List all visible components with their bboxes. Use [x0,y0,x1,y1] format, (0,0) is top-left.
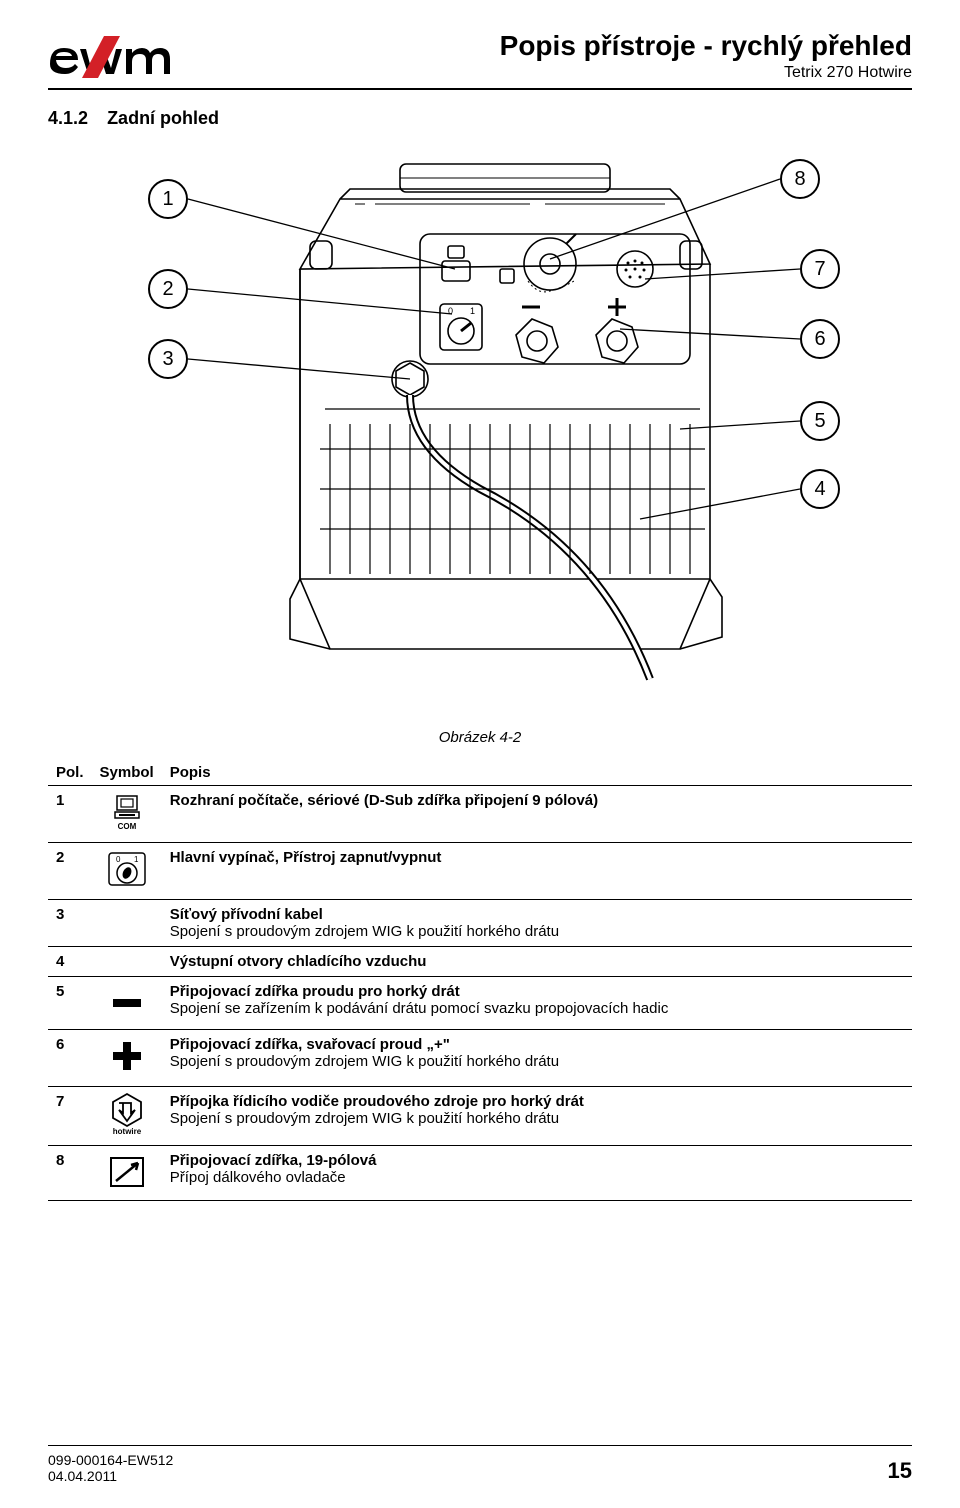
plus-icon [103,1036,151,1076]
section-number: 4.1.2 [48,108,88,128]
th-pol: Pol. [48,760,92,786]
page-header: Popis přístroje - rychlý přehled Tetrix … [48,30,912,90]
page-title: Popis přístroje - rychlý přehled [500,30,912,62]
th-popis: Popis [162,760,912,786]
svg-text:hotwire: hotwire [112,1127,141,1135]
minus-icon [103,983,151,1023]
com-icon: COM [103,792,151,832]
table-row: 6 Připojovací zdířka, svařovací proud „+… [48,1030,912,1087]
table-row: 5 Připojovací zdířka proudu pro horký dr… [48,977,912,1030]
table-row: 3 Síťový přívodní kabel Spojení s proudo… [48,900,912,947]
page-subtitle: Tetrix 270 Hotwire [500,64,912,82]
ewm-logo [48,34,178,80]
hotwire-icon: hotwire [103,1093,151,1133]
switch-icon: 0 1 [103,849,151,889]
doc-date: 04.04.2011 [48,1468,173,1484]
legend-table: Pol. Symbol Popis 1 COM [48,760,912,1201]
svg-text:0: 0 [448,306,453,316]
remote-icon [103,1152,151,1192]
table-row: 1 COM Rozhraní počítače, sériové (D-Sub … [48,786,912,843]
svg-text:1: 1 [134,855,139,864]
svg-text:1: 1 [470,306,475,316]
device-diagram: 1 2 3 8 7 6 5 4 [80,139,880,719]
device-illustration: 0 1 [270,149,730,709]
page-footer: 099-000164-EW512 04.04.2011 15 [48,1445,912,1484]
table-row: 2 0 1 Hlavní vypínač, Přístroj zapnut/vy… [48,843,912,900]
section-heading: 4.1.2 Zadní pohled [48,108,912,129]
svg-text:0: 0 [116,855,121,864]
table-row: 7 hotwire Přípojka řídicího vodiče proud… [48,1087,912,1146]
page-number: 15 [888,1458,912,1484]
doc-number: 099-000164-EW512 [48,1452,173,1468]
th-symbol: Symbol [92,760,162,786]
table-row: 8 Připojovací zdířka, 19-pólová Přípoj d… [48,1146,912,1201]
svg-text:COM: COM [117,822,136,831]
section-title: Zadní pohled [107,108,219,128]
figure-caption: Obrázek 4-2 [48,729,912,746]
table-row: 4 Výstupní otvory chladícího vzduchu [48,947,912,977]
